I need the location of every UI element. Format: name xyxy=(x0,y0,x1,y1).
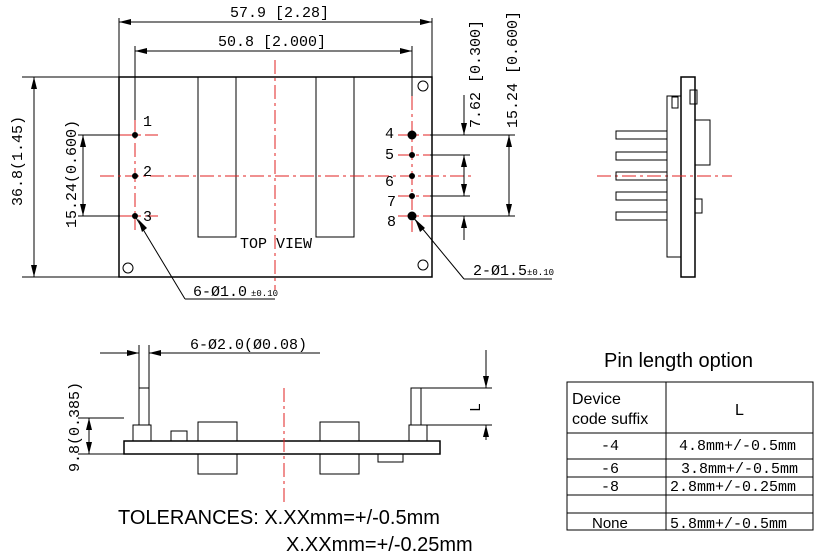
front-view: 6-Ø2.0(Ø0.08) 9.8(0.385) L xyxy=(67,337,492,506)
view-label: TOP VIEW xyxy=(240,236,312,253)
board-outline xyxy=(118,76,433,278)
front-pin-right xyxy=(410,387,422,426)
callout-large-holes-tol: ±0.10 xyxy=(527,268,554,278)
front-component-bottom-left xyxy=(197,453,238,475)
pin-label-6: 6 xyxy=(385,174,394,191)
dim-pin-span: 50.8 [2.000] xyxy=(218,34,326,51)
side-board xyxy=(680,76,696,278)
component-slot-left xyxy=(197,76,237,238)
table-title: Pin length option xyxy=(604,350,753,372)
front-pin-left xyxy=(138,387,150,426)
table-row-suffix: -8 xyxy=(601,479,619,496)
pin-label-2: 2 xyxy=(143,164,152,181)
top-view: 1 2 3 4 5 6 7 8 TOP VIEW 57.9 [2.28] 50.… xyxy=(10,5,554,301)
table-row-suffix: -4 xyxy=(601,438,619,455)
side-pin xyxy=(615,211,668,221)
pin-2 xyxy=(132,173,138,179)
front-board xyxy=(123,440,441,455)
table-row-length: 2.8mm+/-0.25mm xyxy=(670,479,796,496)
pin-label-4: 4 xyxy=(385,126,394,143)
dim-width-total: 57.9 [2.28] xyxy=(230,5,329,22)
pin-label-8: 8 xyxy=(387,214,396,231)
tolerance-line-1: TOLERANCES: X.XXmm=+/-0.5mm xyxy=(118,507,440,529)
table-row-suffix: None xyxy=(592,515,628,532)
table-header-suffix: Device code suffix xyxy=(572,391,648,428)
pin-5 xyxy=(409,152,415,158)
front-component-bottom-right xyxy=(319,453,360,475)
tolerance-line-2: X.XXmm=+/-0.25mm xyxy=(286,534,473,556)
table-header-l: L xyxy=(735,402,744,419)
side-pin xyxy=(615,151,668,161)
side-pin xyxy=(615,130,668,140)
side-view xyxy=(597,76,732,278)
pin-length-table: Pin length option Device code suffix L -… xyxy=(566,350,814,533)
dim-right-span: 15.24 [0.600] xyxy=(505,11,522,128)
table-row-suffix: -6 xyxy=(601,461,619,478)
pin-label-7: 7 xyxy=(387,194,396,211)
mount-hole-top-right xyxy=(417,80,429,92)
pin-7 xyxy=(409,193,415,199)
dim-right-pitch: 7.62 [0.300] xyxy=(468,20,485,128)
mount-hole-bottom-left xyxy=(122,262,134,274)
component-slot-right xyxy=(315,76,355,238)
pin-label-5: 5 xyxy=(385,147,394,164)
side-pins xyxy=(615,130,668,221)
dim-front-height: 9.8(0.385) xyxy=(67,382,84,472)
table-row-length: 4.8mm+/-0.5mm xyxy=(679,438,796,455)
pin-label-3: 3 xyxy=(143,209,152,226)
table-row-length: 5.8mm+/-0.5mm xyxy=(670,516,787,533)
side-pin xyxy=(615,171,668,181)
callout-small-holes: 6-Ø1.0 xyxy=(193,284,247,301)
front-component-top-left xyxy=(197,421,238,442)
callout-large-holes: 2-Ø1.5 xyxy=(473,263,527,280)
side-component-bottom xyxy=(694,119,711,166)
pin-4 xyxy=(407,130,417,140)
table-border xyxy=(566,381,814,531)
dim-left-pin-span: 15.24(0.600) xyxy=(64,120,81,228)
pin-label-1: 1 xyxy=(143,114,152,131)
side-pin xyxy=(615,191,668,201)
mount-hole-bottom-right xyxy=(417,259,429,271)
dim-height-total: 36.8(1.45) xyxy=(10,116,27,206)
callout-pin-dia: 6-Ø2.0(Ø0.08) xyxy=(190,337,307,354)
pin-6 xyxy=(409,173,415,179)
pin-1 xyxy=(132,132,138,138)
table-row-length: 3.8mm+/-0.5mm xyxy=(681,461,798,478)
front-component-top-right xyxy=(319,421,360,442)
dim-pin-length: L xyxy=(468,403,485,412)
callout-small-holes-tol: ±0.10 xyxy=(251,289,278,299)
